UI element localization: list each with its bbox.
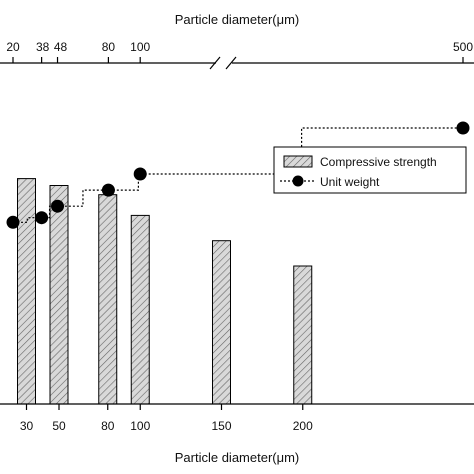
bottom-axis-tick-label: 50 (52, 419, 66, 433)
bottom-axis-tick-label: 30 (20, 419, 34, 433)
legend-label-unit-weight: Unit weight (320, 175, 380, 189)
bar-compressive-strength (17, 178, 36, 405)
top-axis-break-mark (209, 56, 221, 70)
unit-weight-marker (6, 215, 20, 229)
unit-weight-marker (51, 199, 65, 213)
top-axis-break-mark (225, 56, 237, 70)
bar-compressive-strength (49, 185, 69, 405)
unit-weight-line-break (212, 124, 238, 132)
legend-marker-unit-weight (292, 175, 304, 187)
legend-label-compressive-strength: Compressive strength (320, 155, 437, 169)
bottom-axis-tick-label: 200 (293, 419, 313, 433)
top-axis-title: Particle diameter(μm) (175, 12, 300, 27)
unit-weight-step-line (13, 127, 463, 223)
top-axis-tick-label: 100 (130, 40, 150, 54)
legend: Compressive strength Unit weight (273, 146, 467, 194)
bar-compressive-strength (293, 265, 313, 405)
top-axis-tick-label: 38 (36, 40, 50, 54)
bar-compressive-strength (212, 240, 231, 405)
unit-weight-marker (35, 211, 49, 225)
unit-weight-marker (133, 167, 147, 181)
legend-box (273, 146, 467, 194)
bottom-axis-tick-label: 150 (211, 419, 231, 433)
bottom-axis-tick-label: 80 (101, 419, 115, 433)
compressive-strength-bars (17, 178, 313, 405)
bottom-axis-title: Particle diameter(μm) (175, 450, 300, 465)
unit-weight-series (6, 121, 470, 229)
bottom-axis-tick-label: 100 (130, 419, 150, 433)
top-axis-tick-label: 80 (102, 40, 116, 54)
top-axis-tick-label: 20 (6, 40, 20, 54)
unit-weight-marker (456, 121, 470, 135)
top-axis-tick-label: 500 (453, 40, 473, 54)
unit-weight-marker (101, 183, 115, 197)
bottom-axis: 30 50 80 100 150 200 (0, 403, 474, 433)
bar-compressive-strength (98, 194, 118, 405)
bar-compressive-strength (130, 214, 150, 405)
top-axis-tick-label: 48 (54, 40, 68, 54)
legend-swatch-compressive-strength (283, 155, 313, 168)
top-axis: 20 38 48 80 100 500 (0, 40, 474, 70)
